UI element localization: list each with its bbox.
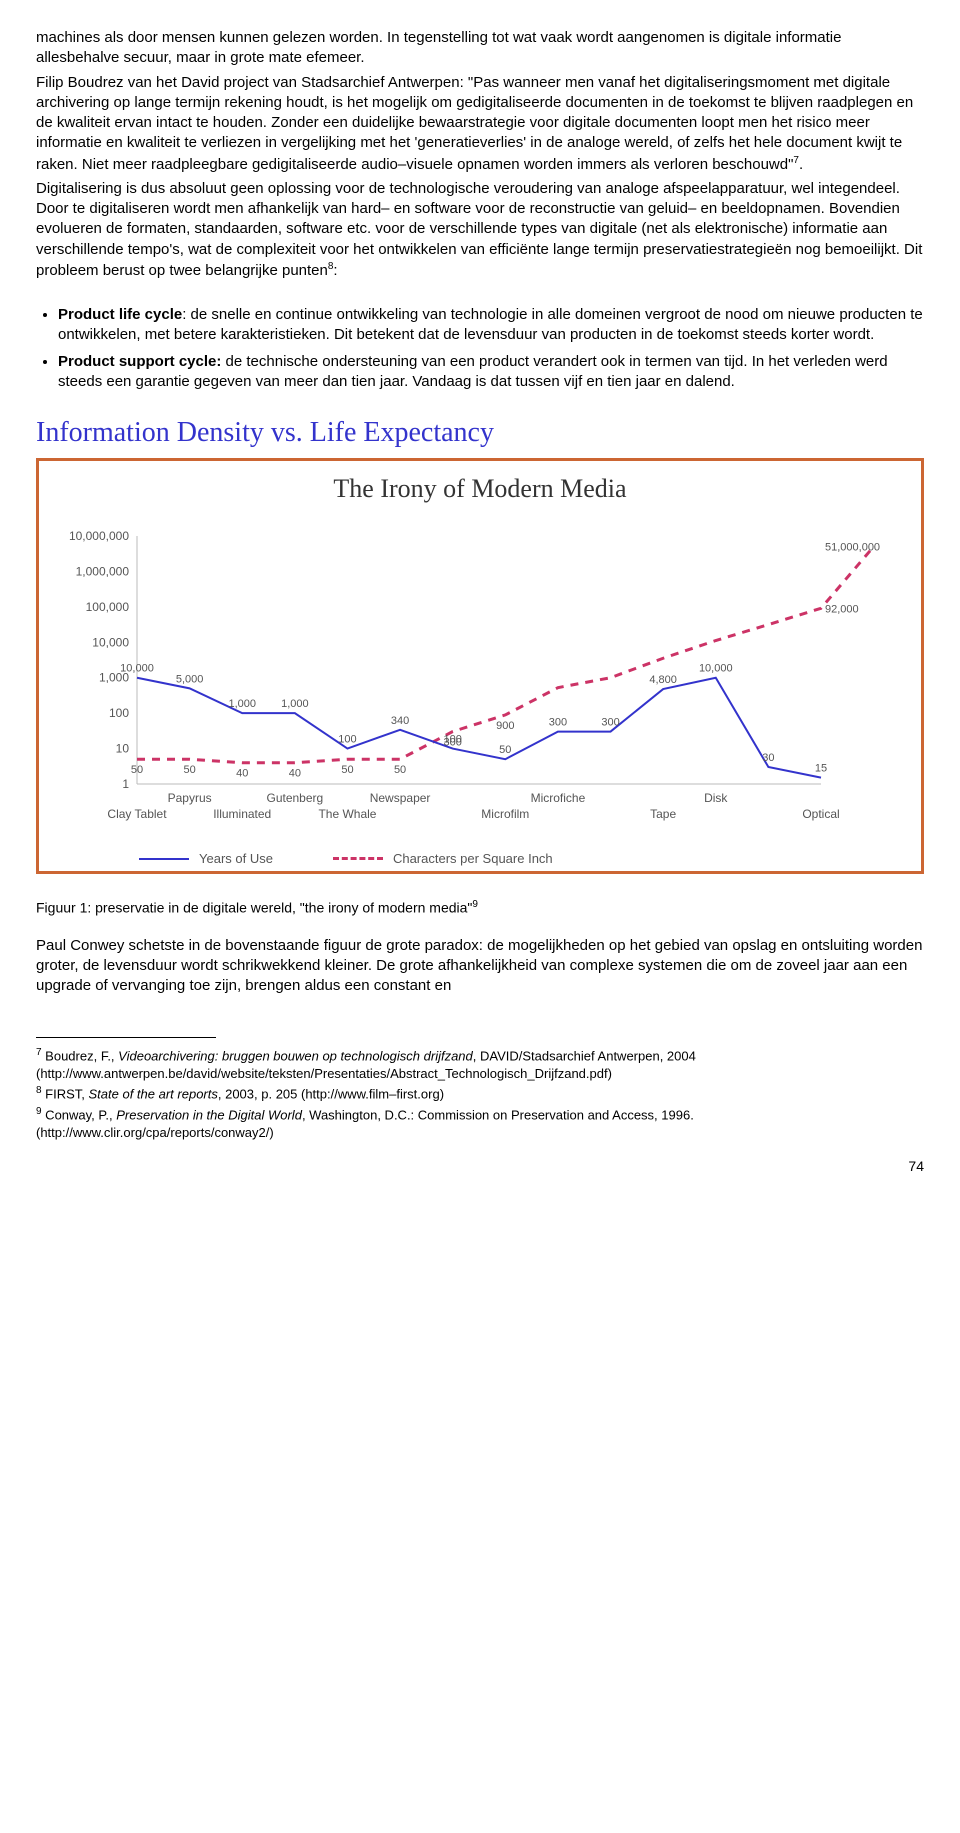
figure-title: Information Density vs. Life Expectancy <box>36 414 924 452</box>
svg-text:10,000: 10,000 <box>120 663 154 675</box>
paragraph-1: machines als door mensen kunnen gelezen … <box>36 28 924 69</box>
svg-text:50: 50 <box>131 764 143 776</box>
svg-text:5,000: 5,000 <box>176 673 204 685</box>
legend-label: Years of Use <box>199 850 273 868</box>
footnote-8: 8 FIRST, State of the art reports, 2003,… <box>36 1084 924 1103</box>
svg-text:50: 50 <box>341 764 353 776</box>
fn7-title: Videoarchivering: bruggen bouwen op tech… <box>118 1048 473 1063</box>
svg-text:51,000,000: 51,000,000 <box>825 542 880 554</box>
paragraph-2: Filip Boudrez van het David project van … <box>36 73 924 175</box>
chart-title: The Irony of Modern Media <box>49 471 911 506</box>
svg-text:50: 50 <box>394 764 406 776</box>
svg-text:10,000: 10,000 <box>92 635 129 649</box>
para2-end: . <box>799 156 803 173</box>
footnotes-divider <box>36 1037 216 1038</box>
legend-label: Characters per Square Inch <box>393 850 553 868</box>
paragraph-3: Digitalisering is dus absoluut geen oplo… <box>36 179 924 281</box>
para2-text: Filip Boudrez van het David project van … <box>36 74 913 173</box>
fn9-title: Preservation in the Digital World <box>116 1107 302 1122</box>
figure-caption: Figuur 1: preservatie in de digitale wer… <box>36 898 924 918</box>
svg-text:Microfilm: Microfilm <box>481 807 529 821</box>
svg-text:50: 50 <box>183 764 195 776</box>
svg-text:30: 30 <box>762 752 774 764</box>
svg-text:100: 100 <box>338 733 356 745</box>
paragraph-4: Paul Conwey schetste in de bovenstaande … <box>36 936 924 997</box>
svg-text:Papyrus: Papyrus <box>168 791 212 805</box>
svg-text:300: 300 <box>444 736 462 748</box>
chart-legend: Years of Use Characters per Square Inch <box>49 850 911 868</box>
chart-svg: 10,000,000 1,000,000 100,000 10,000 1,000 100… <box>49 524 889 844</box>
legend-years: Years of Use <box>139 850 273 868</box>
legend-swatch-dashed <box>333 857 383 860</box>
svg-text:100: 100 <box>109 706 129 720</box>
svg-text:Illuminated: Illuminated <box>213 807 271 821</box>
svg-text:Newspaper: Newspaper <box>370 791 431 805</box>
svg-text:1,000: 1,000 <box>281 698 309 710</box>
svg-text:1,000: 1,000 <box>228 698 256 710</box>
list-item: Product life cycle: de snelle en continu… <box>58 305 924 346</box>
svg-text:4,800: 4,800 <box>649 674 677 686</box>
li1-body: : de snelle en continue ontwikkeling van… <box>58 306 923 343</box>
para3-end: : <box>333 262 337 279</box>
svg-text:900: 900 <box>496 720 514 732</box>
fn8-post: , 2003, p. 205 (http://www.film–first.or… <box>218 1086 444 1101</box>
bullet-list: Product life cycle: de snelle en continu… <box>36 305 924 392</box>
svg-text:Microfiche: Microfiche <box>531 791 586 805</box>
figure-1: Information Density vs. Life Expectancy … <box>36 414 924 874</box>
svg-text:Disk: Disk <box>704 791 728 805</box>
legend-swatch-solid <box>139 858 189 860</box>
svg-text:10,000,000: 10,000,000 <box>69 529 129 543</box>
page-number: 74 <box>36 1157 924 1176</box>
svg-text:10,000: 10,000 <box>699 663 733 675</box>
fn8-title: State of the art reports <box>89 1086 218 1101</box>
svg-text:15: 15 <box>815 763 827 775</box>
svg-text:Clay Tablet: Clay Tablet <box>107 807 167 821</box>
chart-container: The Irony of Modern Media 10,000,000 1,00… <box>36 458 924 875</box>
svg-text:40: 40 <box>236 768 248 780</box>
svg-text:Tape: Tape <box>650 807 676 821</box>
svg-text:300: 300 <box>549 716 567 728</box>
fn9-pre: Conway, P., <box>42 1107 117 1122</box>
svg-text:100,000: 100,000 <box>86 600 130 614</box>
list-item: Product support cycle: de technische ond… <box>58 352 924 393</box>
svg-text:340: 340 <box>391 715 409 727</box>
svg-text:10: 10 <box>116 741 130 755</box>
footnote-9: 9 Conway, P., Preservation in the Digita… <box>36 1105 924 1141</box>
li1-title: Product life cycle <box>58 306 182 323</box>
para3-text: Digitalisering is dus absoluut geen oplo… <box>36 180 922 279</box>
svg-text:50: 50 <box>499 744 511 756</box>
svg-text:92,000: 92,000 <box>825 603 859 615</box>
svg-text:40: 40 <box>289 768 301 780</box>
li2-title: Product support cycle: <box>58 353 221 370</box>
svg-text:300: 300 <box>601 716 619 728</box>
fn7-pre: Boudrez, F., <box>42 1048 119 1063</box>
svg-text:Optical: Optical <box>802 807 839 821</box>
footnote-7: 7 Boudrez, F., Videoarchivering: bruggen… <box>36 1046 924 1082</box>
svg-text:1: 1 <box>122 777 129 791</box>
caption-text: Figuur 1: preservatie in de digitale wer… <box>36 900 472 916</box>
fn8-pre: FIRST, <box>42 1086 89 1101</box>
svg-text:Gutenberg: Gutenberg <box>266 791 323 805</box>
svg-text:The Whale: The Whale <box>318 807 376 821</box>
footnote-ref-9: 9 <box>472 899 478 910</box>
svg-text:1,000,000: 1,000,000 <box>76 564 130 578</box>
legend-density: Characters per Square Inch <box>333 850 553 868</box>
